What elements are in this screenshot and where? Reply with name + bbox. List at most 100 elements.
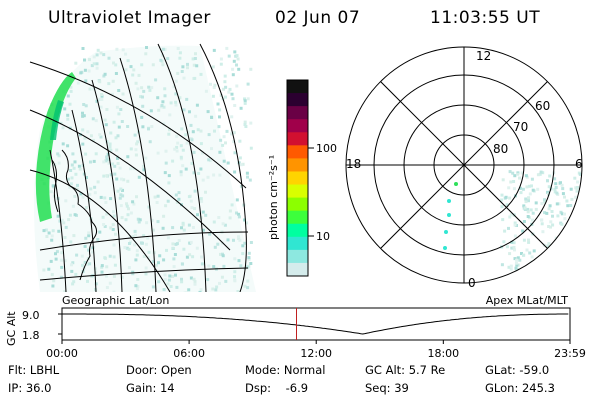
noise-pixel — [211, 287, 215, 291]
noise-pixel — [79, 71, 83, 75]
noise-pixel — [167, 132, 171, 136]
colorbar-segment — [287, 197, 308, 212]
polar-emission-dots — [443, 182, 458, 250]
mlt-label-0: 0 — [468, 276, 476, 290]
noise-pixel — [98, 230, 102, 234]
noise-pixel — [219, 62, 223, 66]
noise-pixel — [176, 141, 180, 145]
seq-info: Seq: 39 — [365, 381, 409, 395]
noise-pixel — [201, 178, 205, 182]
noise-pixel — [82, 114, 86, 118]
noise-pixel — [105, 155, 109, 159]
noise-pixel — [127, 207, 130, 211]
noise-pixel — [241, 162, 245, 166]
noise-pixel — [508, 215, 512, 219]
noise-pixel — [567, 227, 571, 231]
noise-pixel — [243, 241, 247, 245]
noise-pixel — [526, 210, 530, 214]
noise-pixel — [566, 282, 570, 283]
noise-pixel — [161, 47, 165, 51]
noise-pixel — [521, 229, 525, 233]
noise-pixel — [515, 263, 519, 267]
noise-pixel — [180, 277, 183, 281]
noise-pixel — [132, 202, 136, 206]
global-image-panel — [29, 43, 256, 292]
noise-pixel — [74, 172, 78, 176]
noise-pixel — [567, 231, 571, 235]
noise-pixel — [511, 171, 515, 175]
noise-pixel — [137, 175, 141, 179]
noise-pixel — [220, 275, 224, 279]
noise-pixel — [168, 274, 172, 278]
noise-pixel — [125, 246, 129, 250]
noise-pixel — [521, 282, 525, 283]
noise-pixel — [189, 276, 193, 280]
noise-pixel — [102, 53, 106, 57]
noise-pixel — [560, 254, 564, 258]
noise-pixel — [199, 72, 203, 76]
noise-pixel — [98, 97, 102, 101]
noise-pixel — [527, 238, 530, 242]
noise-pixel — [513, 234, 517, 238]
noise-pixel — [241, 244, 245, 248]
noise-pixel — [500, 263, 504, 267]
noise-pixel — [127, 247, 131, 251]
noise-pixel — [547, 207, 551, 211]
noise-pixel — [151, 63, 155, 67]
noise-pixel — [47, 231, 51, 235]
noise-pixel — [128, 242, 131, 245]
noise-pixel — [510, 240, 514, 244]
noise-pixel — [173, 253, 177, 256]
noise-pixel — [119, 187, 123, 191]
noise-pixel — [122, 178, 126, 182]
noise-pixel — [509, 267, 513, 271]
colorbar-segment — [287, 93, 308, 107]
noise-pixel — [99, 51, 103, 55]
noise-pixel — [105, 174, 109, 178]
noise-pixel — [503, 229, 507, 233]
noise-pixel — [175, 285, 179, 289]
noise-pixel — [584, 236, 587, 239]
noise-pixel — [117, 125, 121, 129]
noise-pixel — [207, 264, 211, 268]
noise-pixel — [182, 247, 186, 251]
noise-pixel — [218, 173, 222, 177]
noise-pixel — [223, 223, 227, 227]
noise-pixel — [227, 90, 231, 94]
noise-pixel — [175, 145, 179, 149]
noise-pixel — [187, 223, 191, 227]
noise-pixel — [167, 181, 171, 185]
noise-pixel — [136, 217, 140, 221]
noise-pixel — [155, 201, 159, 204]
noise-pixel — [518, 269, 522, 273]
noise-pixel — [512, 245, 516, 249]
noise-pixel — [184, 167, 188, 171]
noise-pixel — [546, 244, 550, 248]
noise-pixel — [136, 285, 140, 288]
noise-pixel — [144, 272, 148, 276]
noise-pixel — [514, 268, 518, 272]
noise-pixel — [112, 255, 116, 259]
noise-pixel — [112, 214, 116, 218]
noise-pixel — [507, 186, 511, 190]
noise-pixel — [181, 164, 185, 168]
noise-pixel — [238, 139, 242, 143]
noise-pixel — [509, 213, 513, 217]
noise-pixel — [153, 195, 157, 199]
noise-pixel — [59, 275, 63, 279]
noise-pixel — [83, 136, 87, 140]
noise-pixel — [120, 177, 123, 181]
noise-pixel — [104, 200, 108, 204]
noise-pixel — [565, 199, 569, 203]
noise-pixel — [106, 152, 110, 156]
noise-pixel — [537, 261, 541, 265]
noise-pixel — [224, 95, 227, 99]
noise-pixel — [575, 241, 579, 245]
noise-pixel — [131, 200, 135, 204]
x-tick-label: 12:00 — [300, 347, 332, 360]
noise-pixel — [140, 86, 144, 90]
noise-pixel — [561, 187, 565, 191]
colorbar-segment — [287, 158, 308, 172]
noise-pixel — [96, 180, 100, 184]
noise-pixel — [81, 114, 85, 118]
